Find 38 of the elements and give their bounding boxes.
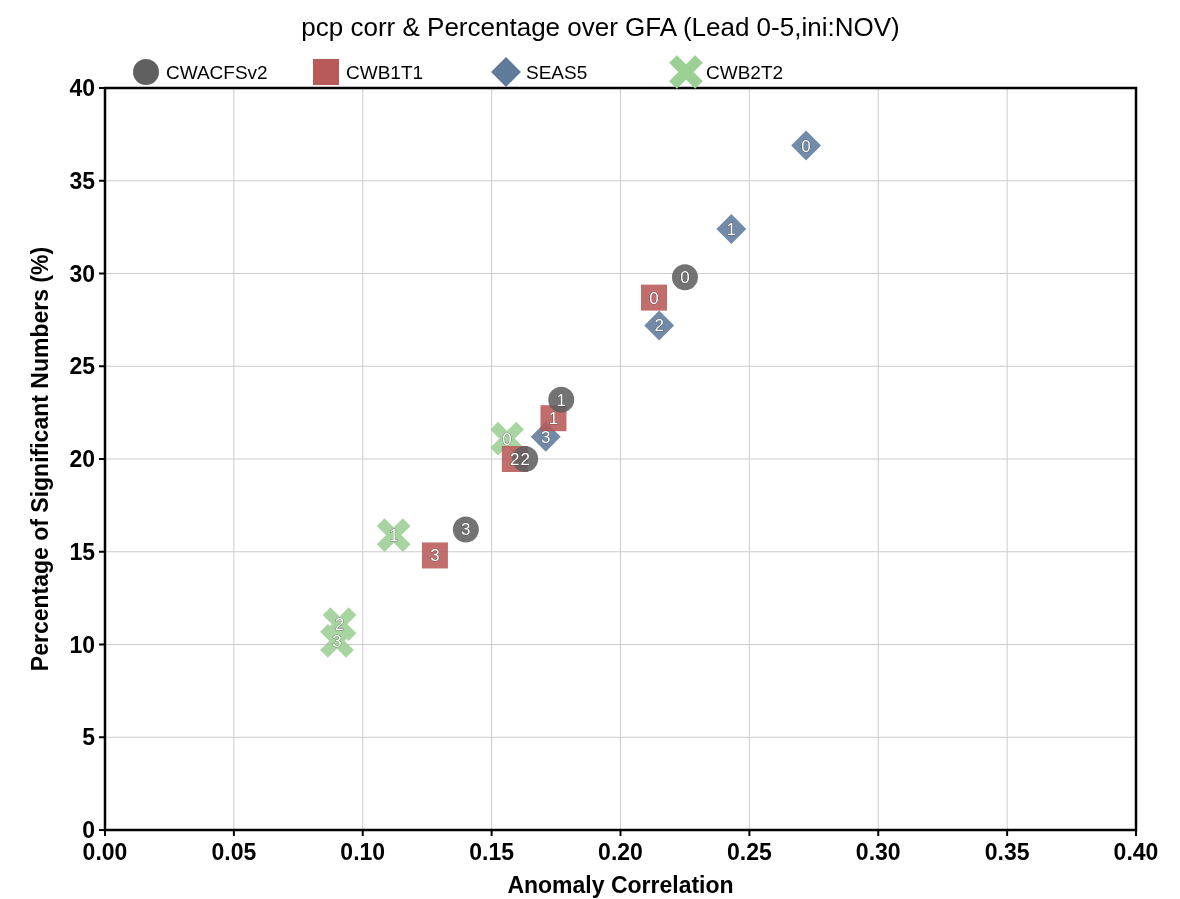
annotation: 2 xyxy=(654,316,664,336)
annotation: 0 xyxy=(502,429,512,449)
annotation: 1 xyxy=(548,409,559,429)
y-tick-label: 5 xyxy=(82,724,96,751)
chart-title: pcp corr & Percentage over GFA (Lead 0-5,ini:NOV) xyxy=(301,12,900,42)
x-tick-label: 0.15 xyxy=(469,839,515,865)
annotation: 2 xyxy=(510,450,520,469)
y-tick-label: 35 xyxy=(69,167,96,194)
x-tick-label: 0.35 xyxy=(984,839,1030,865)
annotation: 1 xyxy=(556,390,566,410)
x-tick-label: 0.25 xyxy=(726,839,772,865)
annotation: 1 xyxy=(726,219,737,239)
y-tick-label: 15 xyxy=(69,538,96,565)
y-tick-label: 10 xyxy=(69,631,95,658)
annotation: 3 xyxy=(541,427,551,447)
y-tick-label: 25 xyxy=(69,353,96,380)
y-tick-label: 40 xyxy=(69,75,95,101)
legend-label: SEAS5 xyxy=(526,62,588,83)
x-tick-label: 0.30 xyxy=(855,839,901,865)
x-tick-label: 0.05 xyxy=(211,839,257,865)
annotation: 3 xyxy=(430,546,440,566)
y-tick-label: 30 xyxy=(69,260,95,287)
legend-label: CWACFSv2 xyxy=(166,62,268,83)
annotation: 0 xyxy=(801,136,811,156)
annotation: 0 xyxy=(680,268,690,288)
y-tick-label: 20 xyxy=(69,446,95,472)
annotation: 2 xyxy=(520,450,530,469)
x-tick-label: 0.20 xyxy=(598,839,643,865)
point xyxy=(375,516,413,554)
y-axis-title: Percentage of Significant Numbers (%) xyxy=(27,246,53,672)
x-axis-title: Anomaly Correlation xyxy=(507,872,734,898)
legend-label: CWB2T2 xyxy=(706,62,784,83)
x-tick-label: 0.10 xyxy=(340,839,386,865)
annotation: 0 xyxy=(649,288,659,308)
annotation: 3 xyxy=(461,520,471,540)
annotation: 1 xyxy=(388,526,399,546)
legend-label: CWB1T1 xyxy=(346,62,424,83)
x-tick-label: 0.40 xyxy=(1113,839,1159,865)
